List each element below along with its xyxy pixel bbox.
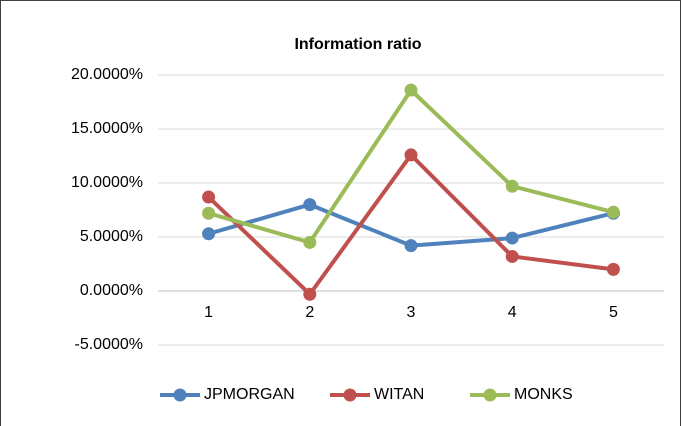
data-point (505, 231, 519, 245)
data-point (505, 249, 519, 263)
x-tick-label: 4 (508, 304, 517, 321)
data-point (404, 239, 418, 253)
legend-marker (343, 388, 357, 402)
data-point (303, 198, 317, 212)
y-tick-label: 0.0000% (80, 282, 143, 299)
legend-marker (173, 388, 187, 402)
data-point (505, 179, 519, 193)
data-point (404, 148, 418, 162)
data-point (404, 83, 418, 97)
y-tick-label: 10.0000% (71, 174, 143, 191)
data-point (202, 227, 216, 241)
x-tick-label: 3 (407, 304, 416, 321)
legend-label: MONKS (514, 386, 573, 403)
data-point (606, 205, 620, 219)
data-point (303, 235, 317, 249)
chart-title: Information ratio (294, 36, 421, 53)
legend-label: JPMORGAN (204, 386, 295, 403)
x-tick-label: 5 (609, 304, 618, 321)
data-point (202, 190, 216, 204)
y-tick-label: 15.0000% (71, 120, 143, 137)
y-tick-label: 20.0000% (71, 66, 143, 83)
y-tick-label: -5.0000% (75, 336, 144, 353)
x-tick-label: 1 (204, 304, 213, 321)
data-point (303, 287, 317, 301)
data-point (202, 206, 216, 220)
data-point (606, 262, 620, 276)
x-tick-label: 2 (305, 304, 314, 321)
legend-label: WITAN (374, 386, 424, 403)
y-tick-label: 5.0000% (80, 228, 143, 245)
legend-marker (483, 388, 497, 402)
